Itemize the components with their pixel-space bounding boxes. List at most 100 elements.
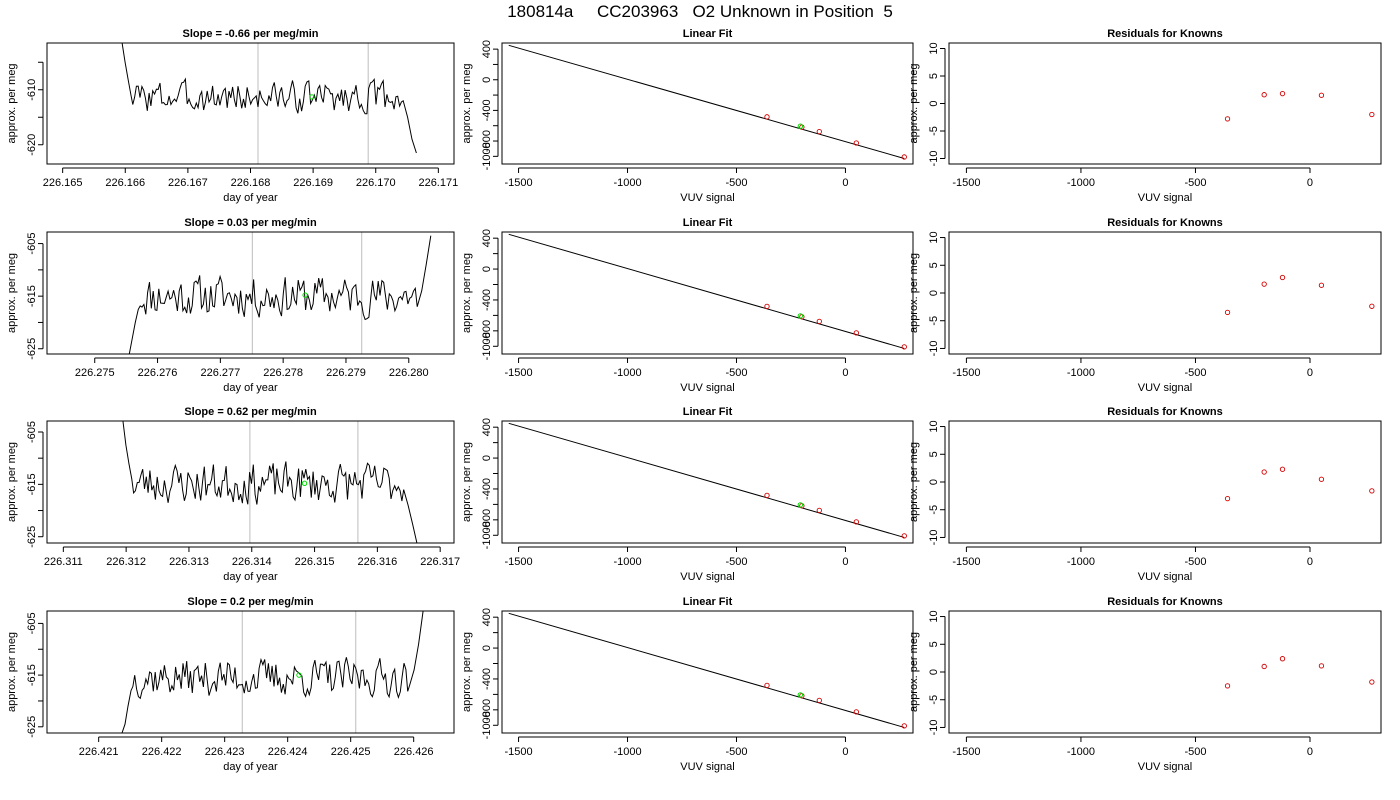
known-point xyxy=(764,682,770,689)
x-tick-label: 226.167 xyxy=(168,177,208,189)
known-point xyxy=(816,507,822,513)
known-point xyxy=(1224,116,1231,122)
plot-area xyxy=(122,421,418,543)
known-point xyxy=(901,723,907,729)
x-tick-label: 226.280 xyxy=(389,367,429,379)
known-point xyxy=(1261,663,1267,670)
y-axis: 10 5 0 -5 -10 xyxy=(928,420,946,545)
x-tick-label: 226.313 xyxy=(169,556,209,568)
x-axis: 226.421 226.422 226.423 226.424 226.425 226.4… xyxy=(79,736,434,758)
y-tick-label: 0 xyxy=(481,645,493,651)
plot-frame xyxy=(501,610,914,734)
x-tick-label: -1500 xyxy=(952,556,980,568)
y-tick-label: -400 xyxy=(481,99,493,121)
y-tick-label: -5 xyxy=(928,505,940,515)
y-tick-label: 0 xyxy=(928,290,940,296)
x-axis: -1500 -1000 -500 0 xyxy=(504,357,849,379)
x-tick-label: -1000 xyxy=(613,367,641,379)
x-axis-label: day of year xyxy=(223,761,278,773)
known-point xyxy=(764,114,770,120)
y-tick-label: -800 xyxy=(481,699,493,721)
known-point xyxy=(901,154,907,160)
y-tick-label: -610 xyxy=(26,79,38,101)
x-tick-label: 226.166 xyxy=(105,177,145,189)
plot-area xyxy=(121,611,424,733)
x-axis: 226.275 226.276 226.277 226.278 226.279 226.2… xyxy=(75,357,429,379)
panel-title: Slope = 0.2 per meg/min xyxy=(187,596,314,608)
x-tick-label: 226.275 xyxy=(75,367,115,379)
y-tick-label: -625 xyxy=(26,526,38,548)
x-tick-label: 226.279 xyxy=(326,367,366,379)
y-tick-label: -615 xyxy=(26,285,38,307)
x-tick-label: -1500 xyxy=(504,367,532,379)
x-tick-label: -1000 xyxy=(613,746,641,758)
panel-title: Linear Fit xyxy=(683,596,733,608)
y-tick-label: 5 xyxy=(928,73,940,79)
plot-area xyxy=(1224,656,1375,689)
unknown-point xyxy=(296,672,302,678)
y-axis: -605 -615 -625 xyxy=(26,233,44,360)
y-tick-label: -620 xyxy=(26,134,38,156)
trace-line xyxy=(128,235,432,354)
plot-area xyxy=(1224,274,1375,316)
plot-frame xyxy=(46,231,455,355)
y-tick-label: -625 xyxy=(26,338,38,360)
y-axis: 400 0 -400 -800-1000 xyxy=(481,40,499,170)
panel-title: Residuals for Knowns xyxy=(1107,406,1223,418)
y-tick-label: 10 xyxy=(928,420,940,432)
x-tick-label: -1000 xyxy=(613,177,641,189)
x-tick-label: -1000 xyxy=(1067,367,1095,379)
plot-frame xyxy=(46,610,455,734)
x-tick-label: -1000 xyxy=(613,556,641,568)
x-axis: -1500 -1000 -500 0 xyxy=(504,167,849,189)
known-point xyxy=(1279,466,1286,472)
y-axis: 10 5 0 -5 -10 xyxy=(928,610,946,735)
known-point xyxy=(816,697,822,703)
panel-title: Slope = -0.66 per meg/min xyxy=(182,28,318,40)
y-axis-label: approx. per meg xyxy=(6,632,18,712)
trace-line xyxy=(122,421,418,543)
y-tick-label: -605 xyxy=(26,421,38,443)
plot-frame xyxy=(948,610,1382,734)
y-tick-label: 5 xyxy=(928,262,940,268)
plot-area xyxy=(508,422,907,539)
x-tick-label: 226.168 xyxy=(231,177,271,189)
y-tick-label: 400 xyxy=(481,229,493,247)
known-point xyxy=(853,330,859,336)
known-point xyxy=(1369,679,1375,685)
unknown-point xyxy=(302,292,308,298)
x-tick-label: -500 xyxy=(1184,177,1206,189)
x-axis-label: day of year xyxy=(223,192,278,204)
y-axis-label: approx. per meg xyxy=(461,63,473,143)
x-tick-label: 226.171 xyxy=(418,177,458,189)
x-tick-label: -1500 xyxy=(504,177,532,189)
x-tick-label: 0 xyxy=(1307,367,1313,379)
x-tick-label: -500 xyxy=(1184,746,1206,758)
y-tick-label: -1000 xyxy=(481,521,493,549)
y-tick-label: 0 xyxy=(928,669,940,675)
plot-frame xyxy=(501,42,914,165)
y-tick-label: 0 xyxy=(928,100,940,106)
x-tick-label: -500 xyxy=(725,746,747,758)
y-tick-label: -5 xyxy=(928,126,940,136)
unknown-point xyxy=(309,94,315,100)
y-tick-label: -10 xyxy=(928,341,940,357)
x-axis: -1500 -1000 -500 0 xyxy=(952,546,1313,568)
plot-area xyxy=(508,44,907,160)
y-axis-label: approx. per meg xyxy=(461,442,473,522)
x-axis-label: day of year xyxy=(223,571,278,583)
y-tick-label: -800 xyxy=(481,130,493,152)
fit-line xyxy=(508,44,905,159)
y-tick-label: -605 xyxy=(26,612,38,634)
y-axis: 10 5 0 -5 -10 xyxy=(928,231,946,357)
x-tick-label: 226.317 xyxy=(420,556,460,568)
x-tick-label: 0 xyxy=(842,746,848,758)
x-tick-label: -500 xyxy=(725,367,747,379)
unknown-point xyxy=(797,692,804,698)
x-tick-label: -1000 xyxy=(1067,556,1095,568)
known-point xyxy=(1318,282,1325,288)
y-tick-label: -615 xyxy=(26,473,38,495)
